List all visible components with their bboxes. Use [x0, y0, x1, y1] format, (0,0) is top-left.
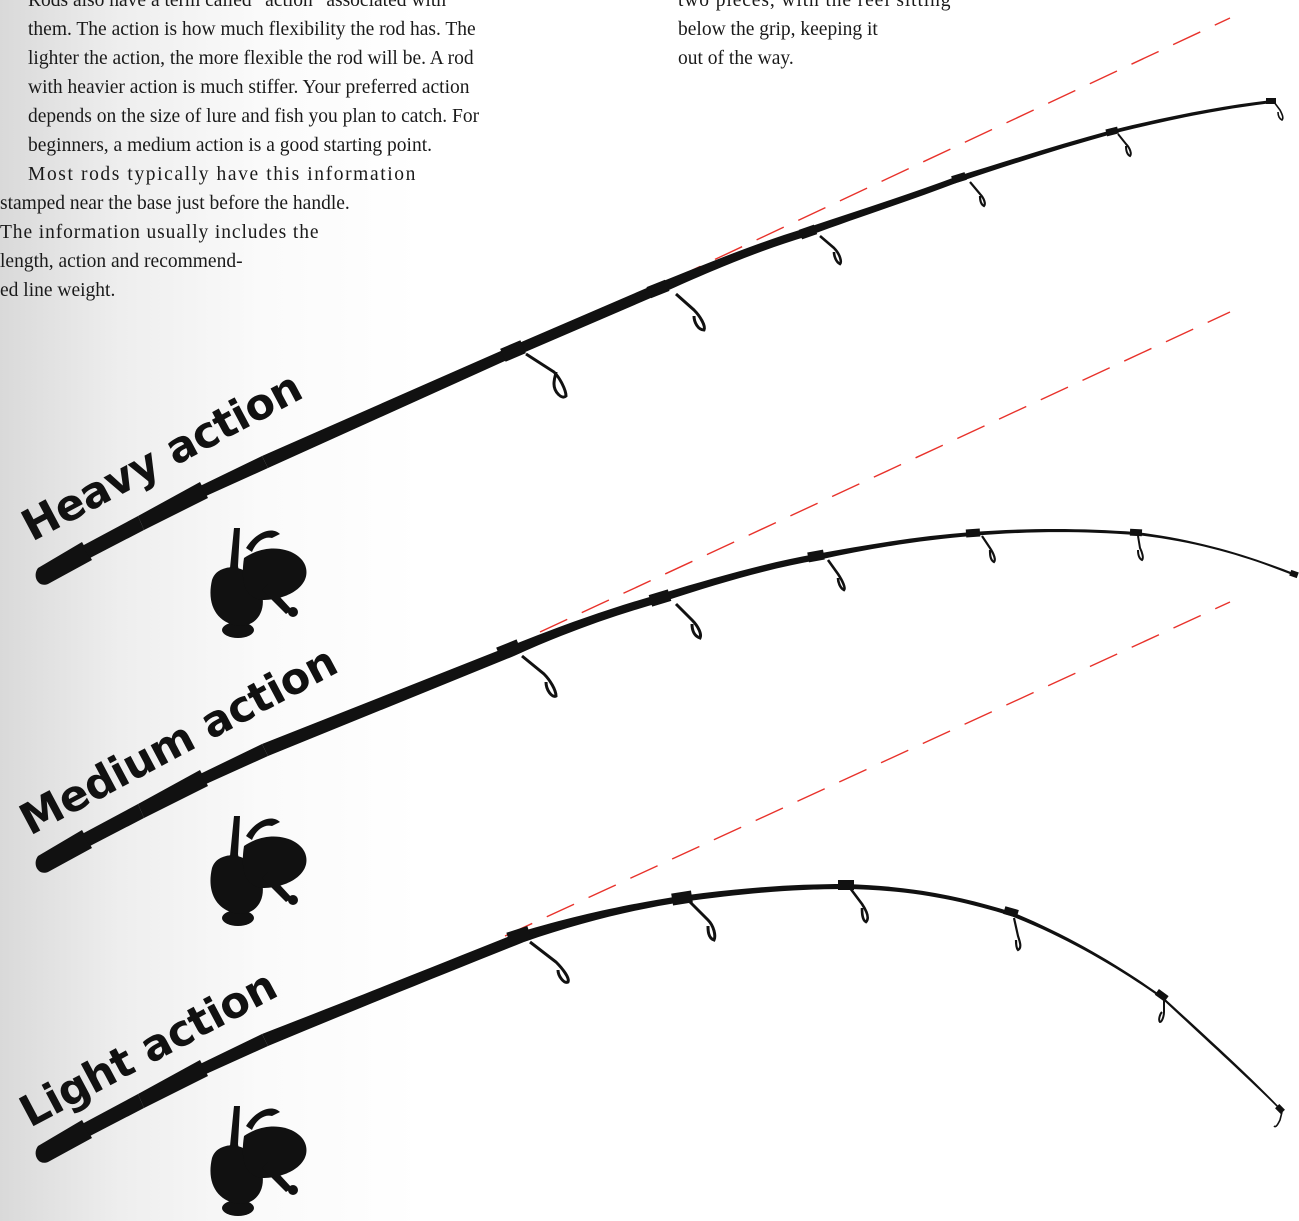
rod-grip	[82, 516, 144, 558]
rod-butt	[35, 830, 92, 873]
right-text-column: two pieces, with the reel sitting below …	[678, 0, 1038, 73]
text-line: them. The action is how much flexibility…	[28, 19, 476, 40]
text-line: length, action and recommend-	[0, 251, 243, 272]
paragraph-rod-info: Most rods typically have this informatio…	[0, 160, 644, 305]
rod-butt	[35, 1120, 92, 1163]
text-line: out of the way.	[678, 48, 794, 69]
text-line: Most rods typically have this informatio…	[28, 164, 417, 185]
rod-butt	[35, 542, 92, 585]
rod-grip	[82, 804, 144, 846]
rod-grip	[82, 1094, 144, 1136]
text-line: beginners, a medium action is a good sta…	[28, 135, 433, 156]
text-line: ed line weight.	[0, 280, 116, 301]
medium-action-rod: Medium action	[12, 311, 1299, 926]
text-line: below the grip, keeping it	[678, 19, 878, 40]
text-line: with heavier action is much stiffer. You…	[28, 77, 470, 98]
rod-fore-grip	[138, 482, 208, 530]
reel-icon	[210, 816, 307, 926]
rod-fore-grip	[138, 1060, 208, 1108]
text-line: two pieces, with the reel sitting	[678, 0, 952, 11]
rod-blank	[262, 98, 1272, 458]
text-line: lighter the action, the more flexible th…	[28, 48, 474, 69]
reference-line	[539, 311, 1231, 633]
text-line: depends on the size of lure and fish you…	[28, 106, 480, 127]
text-line: The information usually includes the	[0, 222, 320, 243]
paragraph-action-intro: Rods also have a term called “action” as…	[0, 0, 644, 160]
heavy-action-rod: Heavy action	[14, 17, 1284, 638]
reel-icon	[210, 528, 307, 638]
text-line: stamped near the base just before the ha…	[0, 193, 350, 214]
light-action-rod: Light action	[12, 601, 1285, 1216]
reel-icon	[210, 1106, 307, 1216]
rod-fore-grip	[138, 770, 208, 818]
left-text-column: Rods also have a term called “action” as…	[0, 0, 644, 305]
reference-line	[504, 601, 1231, 937]
text-line: Rods also have a term called “action” as…	[28, 0, 447, 11]
